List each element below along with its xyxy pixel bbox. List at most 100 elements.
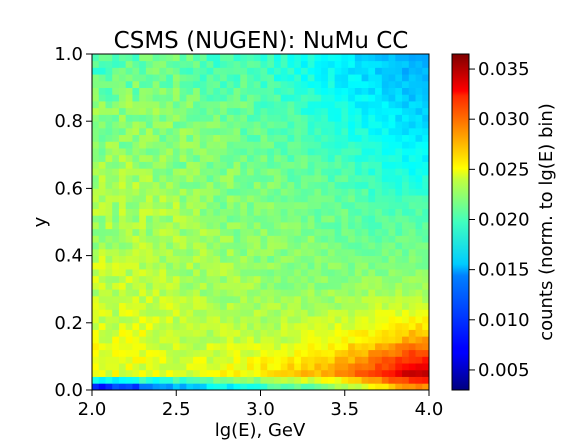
heatmap-cell	[314, 114, 322, 122]
heatmap-cell	[159, 275, 167, 283]
heatmap-cell	[92, 289, 100, 297]
heatmap-cell	[354, 101, 362, 109]
heatmap-cell	[375, 228, 383, 236]
heatmap-cell	[125, 168, 133, 176]
heatmap-cell	[354, 168, 362, 176]
heatmap-cell	[381, 121, 389, 129]
heatmap-cell	[226, 269, 234, 277]
heatmap-cell	[321, 295, 329, 304]
heatmap-cell	[226, 141, 234, 149]
heatmap-cell	[132, 383, 140, 391]
heatmap-cell	[179, 161, 187, 169]
heatmap-cell	[267, 114, 275, 122]
heatmap-cell	[247, 174, 255, 183]
heatmap-cell	[381, 329, 389, 337]
heatmap-cell	[260, 262, 268, 270]
heatmap-cell	[220, 195, 228, 203]
heatmap-cell	[213, 181, 221, 189]
heatmap-cell	[240, 329, 248, 337]
heatmap-cell	[220, 121, 228, 129]
heatmap-cell	[395, 282, 403, 290]
heatmap-cell	[105, 208, 113, 216]
heatmap-cell	[334, 255, 342, 263]
heatmap-cell	[300, 222, 309, 230]
heatmap-cell	[388, 329, 396, 337]
heatmap-cell	[402, 114, 410, 122]
heatmap-cell	[354, 154, 362, 162]
heatmap-cell	[334, 309, 342, 317]
heatmap-cell	[321, 275, 329, 283]
heatmap-cell	[240, 201, 248, 209]
heatmap-cell	[152, 255, 160, 263]
heatmap-cell	[125, 94, 133, 102]
heatmap-cell	[193, 336, 201, 344]
heatmap-cell	[327, 60, 336, 68]
heatmap-cell	[321, 336, 329, 344]
heatmap-cell	[280, 161, 288, 169]
heatmap-cell	[287, 201, 295, 209]
heatmap-cell	[220, 349, 228, 357]
heatmap-cell	[179, 363, 187, 371]
heatmap-cell	[172, 329, 181, 337]
heatmap-cell	[112, 101, 120, 109]
heatmap-cell	[206, 154, 214, 162]
heatmap-cell	[354, 309, 362, 317]
heatmap-cell	[395, 87, 403, 95]
heatmap-cell	[260, 255, 268, 263]
heatmap-cell	[105, 181, 113, 189]
heatmap-cell	[98, 269, 106, 277]
heatmap-cell	[125, 54, 133, 62]
heatmap-cell	[112, 228, 120, 236]
heatmap-cell	[267, 67, 275, 75]
heatmap-cell	[247, 235, 255, 243]
heatmap-cell	[226, 154, 234, 162]
heatmap-cell	[321, 329, 329, 337]
heatmap-cell	[334, 242, 342, 250]
heatmap-cell	[267, 107, 275, 115]
heatmap-cell	[220, 342, 228, 351]
heatmap-cell	[193, 80, 201, 88]
heatmap-cell	[327, 134, 336, 142]
heatmap-cell	[408, 201, 416, 209]
heatmap-cell	[300, 356, 309, 364]
heatmap-cell	[213, 101, 221, 109]
heatmap-cell	[294, 141, 302, 149]
heatmap-cell	[145, 161, 154, 169]
heatmap-cell	[408, 121, 416, 129]
heatmap-cell	[92, 248, 100, 256]
heatmap-cell	[247, 295, 255, 304]
heatmap-cell	[92, 141, 100, 149]
heatmap-cell	[226, 282, 234, 290]
heatmap-cell	[321, 101, 329, 109]
heatmap-cell	[408, 329, 416, 337]
heatmap-cell	[307, 222, 315, 230]
heatmap-cell	[118, 80, 127, 88]
heatmap-cell	[321, 174, 329, 183]
heatmap-cell	[186, 349, 194, 357]
heatmap-cell	[226, 181, 234, 189]
heatmap-cell	[273, 168, 282, 176]
heatmap-cell	[206, 215, 214, 223]
heatmap-cell	[118, 174, 127, 183]
heatmap-cell	[253, 54, 261, 62]
heatmap-cell	[388, 235, 396, 243]
heatmap-cell	[145, 342, 154, 351]
heatmap-cell	[233, 329, 241, 337]
heatmap-cell	[388, 342, 396, 351]
heatmap-cell	[220, 242, 228, 250]
heatmap-cell	[253, 107, 261, 115]
heatmap-cell	[334, 188, 342, 196]
heatmap-cell	[395, 269, 403, 277]
heatmap-cell	[327, 289, 336, 297]
heatmap-cell	[145, 222, 154, 230]
heatmap-cell	[145, 275, 154, 283]
heatmap-cell	[166, 336, 174, 344]
heatmap-cell	[334, 134, 342, 142]
heatmap-cell	[206, 121, 214, 129]
heatmap-cell	[408, 148, 416, 156]
heatmap-cell	[415, 181, 423, 189]
heatmap-cell	[172, 342, 181, 351]
heatmap-cell	[253, 255, 261, 263]
heatmap-cell	[193, 242, 201, 250]
heatmap-cell	[307, 255, 315, 263]
